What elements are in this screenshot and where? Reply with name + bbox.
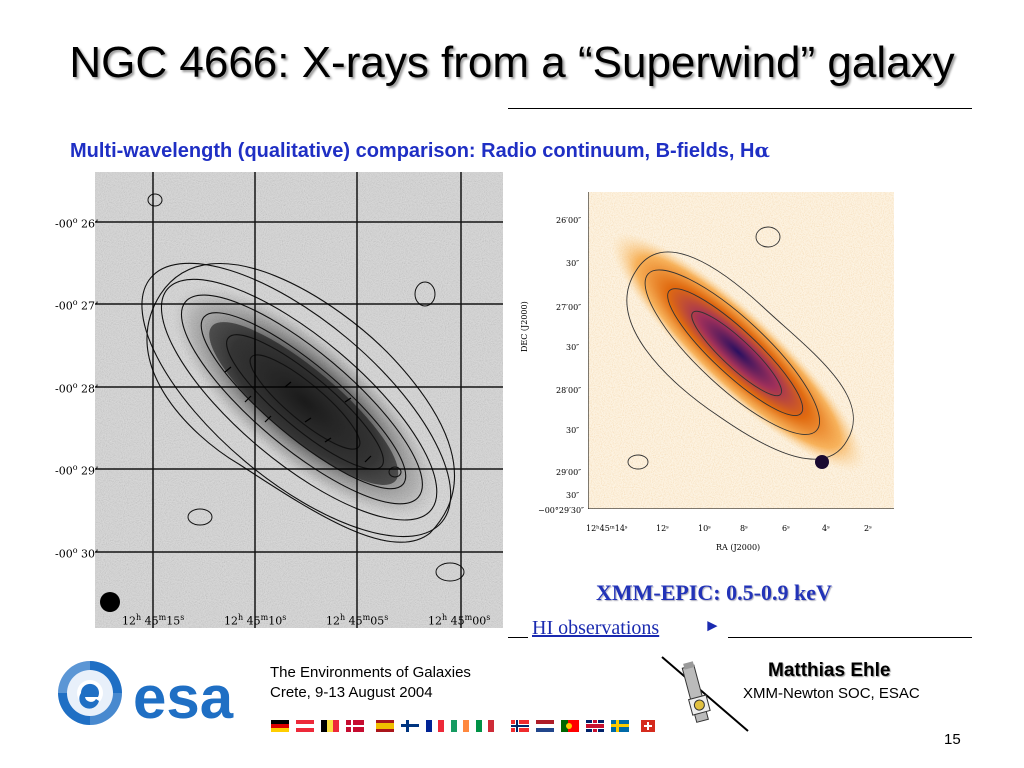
right-xtick: 6ˢ xyxy=(782,524,790,533)
flag-denmark-icon xyxy=(346,720,364,732)
right-xtick: 4ˢ xyxy=(822,524,830,533)
right-xtick: 12ˢ xyxy=(656,524,669,533)
conference-name: The Environments of Galaxies xyxy=(270,664,471,681)
right-ytick: −00°29′30″ xyxy=(538,506,585,515)
right-ytick: 30″ xyxy=(566,491,580,500)
slide-subtitle: Multi-wavelength (qualitative) compariso… xyxy=(70,138,770,163)
subtitle-text: Multi-wavelength (qualitative) compariso… xyxy=(70,140,755,162)
right-ytick: 27′00″ xyxy=(556,303,582,312)
slide-title: NGC 4666: X-rays from a “Superwind” gala… xyxy=(69,38,955,87)
left-ytick-29: -00o 29’ xyxy=(55,463,99,478)
right-xtick: 2ˢ xyxy=(864,524,872,533)
title-divider xyxy=(508,108,972,109)
flag-austria-icon xyxy=(296,720,314,732)
flag-switzerland-icon xyxy=(641,720,655,732)
left-xtick-00: 12h 45m00s xyxy=(428,613,491,628)
flag-germany-icon xyxy=(271,720,289,732)
right-ytick: 29′00″ xyxy=(556,468,582,477)
subtitle-greek-alpha: α xyxy=(754,138,770,162)
flag-france-icon xyxy=(426,720,444,732)
beam-size-marker xyxy=(100,592,120,612)
flag-sweden-icon xyxy=(611,720,629,732)
page-number: 15 xyxy=(944,731,961,748)
right-ytick: 26′00″ xyxy=(556,216,582,225)
esa-logo: esa xyxy=(58,661,234,728)
right-xtick: 8ˢ xyxy=(740,524,748,533)
svg-text:esa: esa xyxy=(133,664,234,728)
flag-netherlands-icon xyxy=(536,720,554,732)
xmm-epic-label: XMM-EPIC: 0.5-0.9 keV xyxy=(596,580,832,605)
hi-underline-right xyxy=(728,637,972,638)
left-ytick-28: -00o 28’ xyxy=(55,381,99,396)
play-arrow-icon[interactable]: ► xyxy=(704,616,721,635)
flag-spain-icon xyxy=(376,720,394,732)
right-ytick: 30″ xyxy=(566,426,580,435)
radio-continuum-map xyxy=(95,172,503,628)
hi-observations-link[interactable]: HI observations xyxy=(532,617,660,639)
ra-axis-label: RA (J2000) xyxy=(716,543,761,552)
flag-ireland-icon xyxy=(451,720,469,732)
right-xtick: 12ʰ45ᵐ14ˢ xyxy=(586,524,628,533)
author-affiliation: XMM-Newton SOC, ESAC xyxy=(743,685,920,702)
flag-belgium-icon xyxy=(321,720,339,732)
author-name: Matthias Ehle xyxy=(768,660,891,681)
conference-place: Crete, 9-13 August 2004 xyxy=(270,684,433,701)
right-ytick: 30″ xyxy=(566,259,580,268)
left-xtick-15: 12h 45m15s xyxy=(122,613,185,628)
right-ytick: 28′00″ xyxy=(556,386,582,395)
left-xtick-05: 12h 45m05s xyxy=(326,613,389,628)
xmm-satellite-icon xyxy=(661,656,749,732)
right-ytick: 30″ xyxy=(566,343,580,352)
right-xtick: 10ˢ xyxy=(698,524,711,533)
left-xtick-10: 12h 45m10s xyxy=(224,613,287,628)
halpha-map xyxy=(588,192,894,509)
left-ytick-30: -00o 30’ xyxy=(55,546,99,561)
left-ytick-26: -00o 26’ xyxy=(55,216,99,231)
flag-italy-icon xyxy=(476,720,494,732)
dec-axis-label: DEC (J2000) xyxy=(520,301,529,352)
flag-portugal-icon xyxy=(561,720,579,732)
left-ytick-27: -00o 27’ xyxy=(55,298,99,313)
flag-uk-icon xyxy=(586,720,604,732)
flag-norway-icon xyxy=(511,720,529,732)
flag-finland-icon xyxy=(401,720,419,732)
hi-underline-left xyxy=(508,637,528,638)
